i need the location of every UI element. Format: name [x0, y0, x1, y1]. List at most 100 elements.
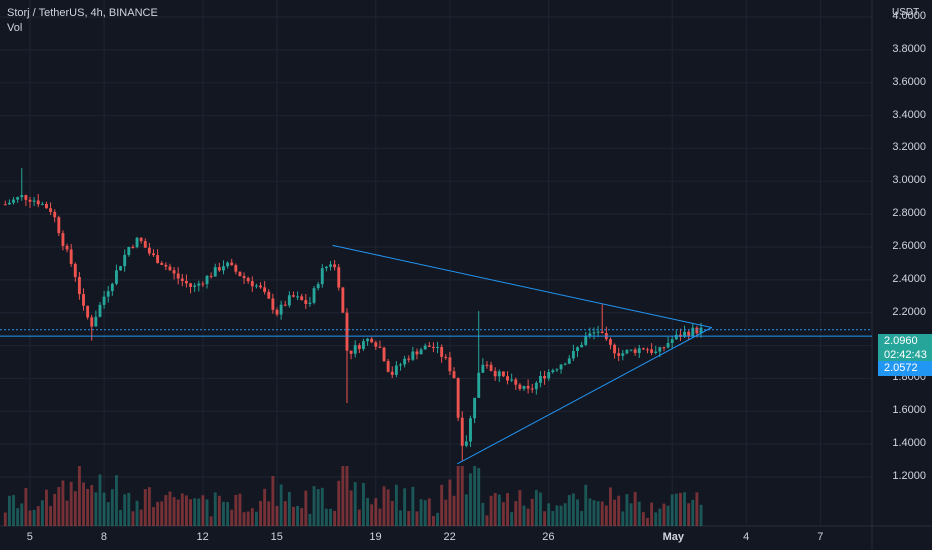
volume-bar [329, 508, 332, 526]
volume-bar [135, 500, 139, 526]
candle-body [411, 351, 415, 360]
volume-bar [16, 508, 20, 526]
candle-body [378, 346, 382, 348]
candle-body [514, 379, 518, 385]
candle-body [357, 345, 361, 349]
candle-body [345, 312, 349, 351]
candle-body [571, 350, 575, 359]
price-tick-label: 1.6000 [892, 404, 926, 417]
candle-body [40, 203, 44, 205]
volume-bar [456, 466, 460, 526]
volume-bar [267, 501, 271, 526]
volume-bar [518, 490, 522, 526]
candle-body [481, 364, 485, 373]
volume-bar [61, 480, 65, 526]
volume-bar [670, 494, 674, 526]
volume-bar [374, 498, 378, 526]
candle-body [489, 364, 493, 371]
volume-bar [489, 495, 493, 526]
candle-body [543, 376, 547, 379]
candle-body [139, 237, 143, 242]
candle-body [176, 273, 180, 279]
currency-label: USDT [892, 7, 920, 18]
volume-bar [246, 511, 250, 526]
volume-bar [131, 511, 135, 526]
volume-bar [189, 499, 192, 526]
volume-bar [77, 466, 81, 526]
volume-bar [123, 494, 127, 526]
candle-body [82, 294, 85, 306]
volume-bar [209, 516, 213, 526]
volume-bar [193, 498, 197, 526]
volume-bar [115, 475, 118, 526]
candle-body [205, 275, 209, 285]
volume-bar [399, 510, 402, 526]
candle-body [646, 349, 649, 351]
volume-bar [226, 502, 230, 526]
volume-bar [522, 505, 526, 526]
candle-body [419, 349, 423, 355]
volume-bar [180, 493, 184, 526]
candle-body [267, 291, 271, 299]
candle-body [629, 349, 633, 351]
volume-bar [563, 503, 567, 526]
volume-bar [547, 503, 551, 526]
volume-bar [176, 499, 180, 526]
candle-body [283, 304, 287, 306]
volume-bar [534, 489, 538, 526]
volume-bar [580, 511, 584, 526]
volume-bar [90, 485, 94, 526]
volume-bar [28, 510, 32, 526]
candlesticks [3, 168, 703, 461]
volume-bar [172, 497, 176, 526]
volume-bar [65, 500, 69, 526]
volume-bar [477, 468, 481, 526]
candle-body [213, 267, 217, 277]
candle-body [69, 249, 73, 264]
candle-body [580, 344, 584, 348]
volume-bar [160, 501, 164, 526]
volume-bar [469, 473, 472, 526]
volume-bar [49, 506, 53, 526]
volume-bar [168, 491, 172, 526]
upper-trendline [332, 244, 712, 328]
candle-body [263, 287, 267, 292]
candle-body [234, 265, 238, 272]
volume-bar [444, 499, 448, 526]
volume-bar [633, 491, 637, 526]
volume-bar [312, 486, 316, 526]
candle-body [172, 270, 176, 274]
candle-body [189, 283, 192, 287]
candle-body [292, 295, 295, 297]
candle-body [57, 217, 61, 234]
volume-bar [7, 495, 11, 526]
candle-body [576, 347, 579, 351]
price-tick-label: 2.6000 [892, 240, 926, 252]
candle-body [127, 247, 131, 255]
volume-bar [650, 502, 654, 526]
volume-bar [353, 482, 357, 526]
candle-body [600, 331, 604, 334]
candle-body [452, 371, 456, 379]
volume-bar [82, 482, 85, 526]
candle-body [246, 278, 250, 282]
volume-bar [250, 508, 254, 526]
candle-body [473, 397, 477, 419]
volume-bar [69, 481, 73, 526]
candle-body [431, 346, 435, 348]
volume-bar [431, 515, 435, 526]
volume-bar [473, 466, 477, 526]
candle-body [20, 195, 24, 198]
volume-bar [94, 492, 98, 526]
candle-body [399, 364, 402, 366]
level-price-label: 2.0572 [878, 361, 932, 376]
candle-body [460, 417, 464, 446]
volume-label: Vol [7, 22, 23, 34]
candle-body [254, 285, 258, 287]
volume-bar [254, 511, 258, 526]
candle-body [440, 347, 444, 357]
candle-body [691, 327, 695, 336]
volume-bar [222, 501, 225, 526]
